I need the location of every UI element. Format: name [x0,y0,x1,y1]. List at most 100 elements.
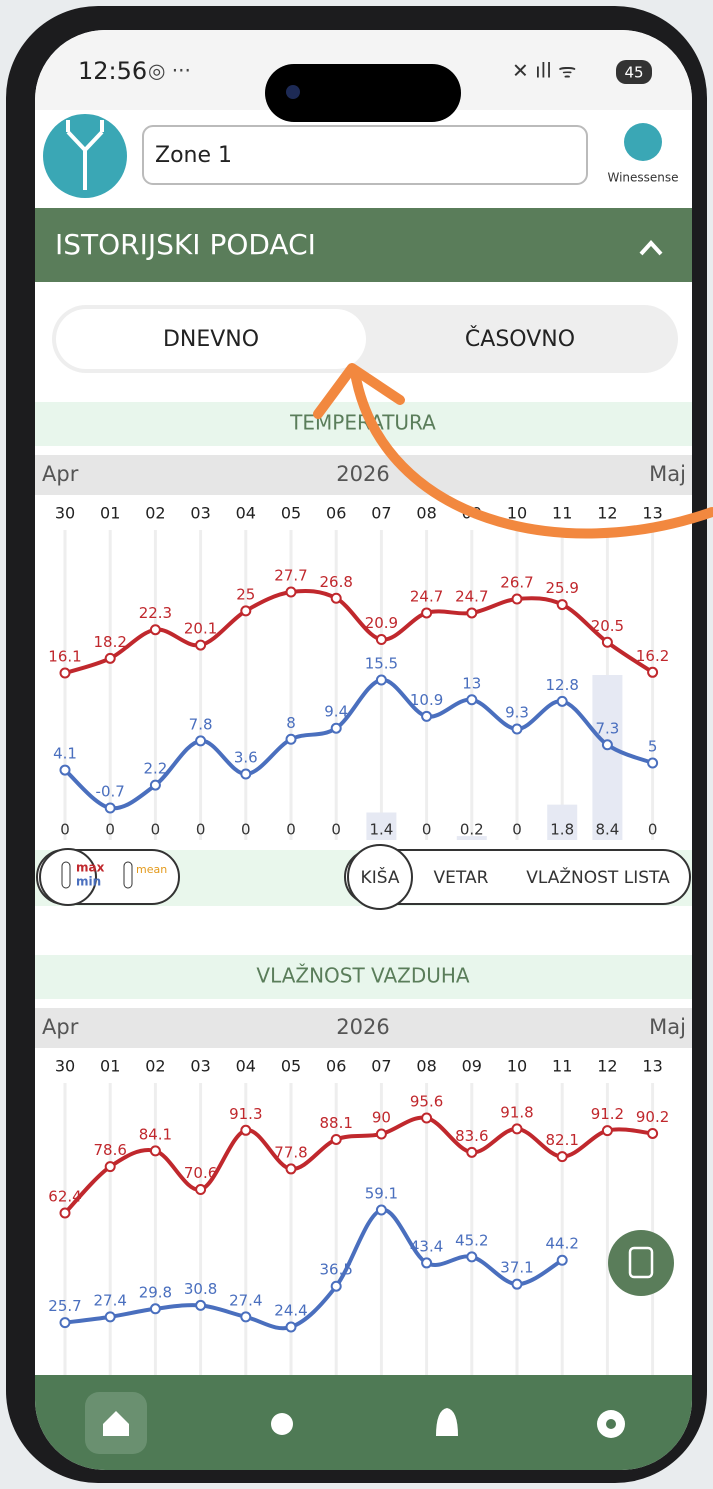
data-point [240,605,252,617]
x-tick-label: 09 [462,1057,482,1076]
data-point [601,1125,613,1137]
x-tick-label: 04 [236,504,256,523]
annotation-arrow [351,373,713,539]
x-tick-label: 06 [326,504,346,523]
data-label: 37.1 [500,1259,533,1277]
data-point [59,1207,71,1219]
data-point [556,1151,568,1163]
data-point [285,1163,297,1175]
report-fab[interactable] [608,1230,674,1296]
data-label: 91.3 [229,1105,262,1123]
rain-label: 0 [422,821,432,839]
chart-title: VLAŽNOST VAZDUHA [256,964,470,988]
rain-label: 0 [151,821,161,839]
toggle-wind[interactable]: VETAR [434,868,489,888]
data-label: 91.8 [500,1103,533,1121]
data-label: 3.6 [234,749,258,767]
section-title: ISTORIJSKI PODACI [55,228,316,261]
data-point [195,1299,207,1311]
data-label: 20.1 [184,620,217,638]
report-icon [628,1246,654,1279]
x-tick-label: 30 [55,504,75,523]
data-point [511,723,523,735]
data-point [511,1123,523,1135]
chart-title-band [35,955,692,999]
data-point [375,1204,387,1216]
data-label: 13 [462,674,481,692]
data-point [375,674,387,686]
rain-bar [547,804,578,840]
rain-label: 0 [648,821,658,839]
month-end: Maj [649,1015,686,1039]
rain-label: 0 [241,821,251,839]
data-label: 77.8 [274,1143,307,1161]
x-tick-label: 05 [281,504,301,523]
rain-label: 0 [105,821,115,839]
year: 2026 [336,1015,389,1039]
data-label: 27.4 [229,1291,262,1309]
data-point [59,764,71,776]
month-end: Maj [649,462,686,486]
x-tick-label: 06 [326,1057,346,1076]
data-label: 25 [236,585,255,603]
data-label: 12.8 [545,676,578,694]
data-point [149,1145,161,1157]
zone-input[interactable] [142,125,588,185]
data-label: 36.5 [319,1261,352,1279]
nav-home[interactable] [103,1411,129,1436]
data-label: 88.1 [319,1114,352,1132]
data-label: 27.4 [93,1291,126,1309]
x-tick-label: 03 [190,1057,210,1076]
content: 12:56 ◎ ··· ✕ ıll ᯤ 45 Zone 1 Winessense… [35,30,692,1470]
x-tick-label: 03 [190,504,210,523]
data-label: 10.9 [410,691,443,709]
data-label: 30.8 [184,1280,217,1298]
month-bar [35,455,692,495]
data-point [330,722,342,734]
data-point [195,639,207,651]
collapse-chevron[interactable] [639,240,663,256]
data-label: 7.8 [189,715,213,733]
data-label: 83.6 [455,1127,488,1145]
legend-mean: mean [136,863,167,876]
section-bar[interactable] [35,208,692,282]
rain-bar [592,675,623,840]
data-label: 25.9 [545,579,578,597]
data-point [421,607,433,619]
x-tick-label: 11 [552,504,572,523]
data-point [59,667,71,679]
data-point [285,586,297,598]
data-point [104,802,116,814]
data-point [647,666,659,678]
x-tick-label: 10 [507,504,527,523]
rain-label: 0 [60,821,70,839]
data-point [421,710,433,722]
tab-daily[interactable]: DNEVNO [163,327,259,352]
data-label: 20.9 [365,614,398,632]
data-point [511,1278,523,1290]
nav-alerts[interactable] [436,1408,458,1436]
data-label: 44.2 [545,1235,578,1253]
toggle-rain[interactable]: KIŠA [361,866,400,888]
rain-bar [456,836,487,840]
rain-label: 1.8 [550,821,574,839]
legend-min: min [76,875,101,889]
x-tick-label: 07 [371,504,391,523]
data-point [511,593,523,605]
data-point [647,1127,659,1139]
data-point [195,1184,207,1196]
toggle-leaf[interactable]: VLAŽNOST LISTA [526,866,670,888]
data-label: 5 [648,737,658,755]
x-tick-label: 08 [416,1057,436,1076]
data-point [466,694,478,706]
nav-vineyard[interactable] [271,1413,293,1435]
tab-hourly[interactable]: ČASOVNO [465,326,575,352]
rain-label: 0 [512,821,522,839]
data-label: 91.2 [591,1105,624,1123]
rain-label: 0 [331,821,341,839]
tab-active[interactable] [56,309,366,369]
data-label: 7.3 [595,719,619,737]
data-label: 24.7 [455,587,488,605]
data-point [285,1321,297,1333]
annotation-arrowhead [313,363,405,419]
